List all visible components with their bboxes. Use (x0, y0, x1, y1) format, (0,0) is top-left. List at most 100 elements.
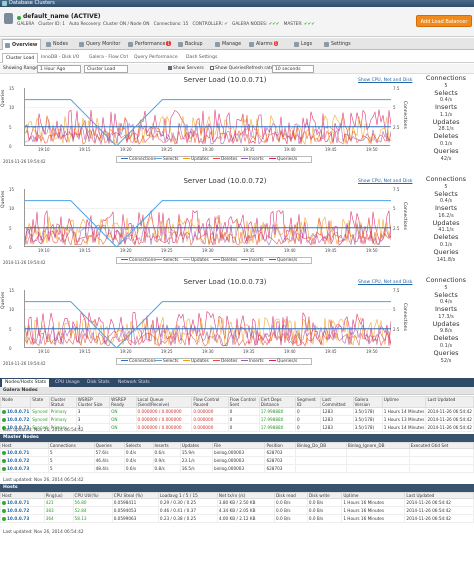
legend-item[interactable]: Inserts (241, 258, 264, 264)
table-cell[interactable]: 10.0.0.71 (0, 498, 45, 507)
x-tick-label: 19:20 (120, 147, 132, 152)
table-cell[interactable]: 10.0.0.73 (0, 464, 49, 473)
tab-label: Settings (331, 42, 351, 47)
x-tick-label: 19:15 (79, 349, 91, 354)
table-row[interactable]: 10.0.0.72 383 52.84 0.0594053 0.46 / 0.41 / … (0, 506, 474, 515)
y-tick-label: 0 (9, 245, 12, 250)
table-row[interactable]: 10.0.0.73 Synced Primary 3 ON 0.000000 / 0.00… (0, 423, 474, 432)
refresh-select[interactable]: 10 seconds (272, 65, 314, 73)
tab-nodes[interactable]: Nodes (44, 39, 71, 50)
checkbox-icon[interactable] (210, 65, 214, 70)
table-cell (295, 456, 347, 465)
tab-logs[interactable]: Logs (292, 39, 315, 50)
tab-manage[interactable]: Manage (213, 39, 244, 50)
legend-item[interactable]: Queries/s (269, 258, 297, 264)
host-link[interactable]: 10.0.0.72 (7, 458, 30, 463)
tab-alarms[interactable]: Alarms 1 (247, 39, 281, 50)
column-header[interactable]: WSREP Ready (109, 396, 137, 408)
column-header[interactable]: Local Queue (Send/Receive) (135, 396, 193, 408)
x-tick-label: 19:25 (161, 147, 173, 152)
legend-item[interactable]: Deletes (213, 157, 237, 163)
table-row[interactable]: 10.0.0.72 Synced Primary 3 ON 0.000000 / 0.00… (0, 415, 474, 424)
tab-overview[interactable]: Overview (2, 39, 42, 50)
column-header[interactable]: Cert Deps Distance (258, 396, 296, 408)
subtab-query-performance[interactable]: Query Performance (134, 55, 178, 60)
table-cell[interactable]: 10.0.0.72 (0, 415, 32, 424)
y-tick-label: 10 (9, 206, 15, 212)
column-header[interactable]: Cluster Status (48, 396, 77, 408)
host-link[interactable]: 10.0.0.71 (7, 500, 30, 505)
subtab-dash-settings[interactable]: Dash Settings (186, 55, 218, 60)
stats-tab-disk-stats[interactable]: Disk Stats (87, 380, 110, 385)
table-cell[interactable]: 10.0.0.72 (0, 456, 49, 465)
column-header[interactable]: Flow Control Sent (227, 396, 260, 408)
column-header[interactable]: WSREP Cluster Size (75, 396, 111, 408)
cluster-load-select[interactable]: Cluster Load (84, 65, 128, 73)
host-status-icon (2, 501, 6, 505)
subtab-innodb-disk-i-o[interactable]: InnoDB - Disk I/O (41, 55, 80, 60)
legend-item[interactable]: Deletes (213, 258, 237, 264)
legend-item[interactable]: Inserts (241, 359, 264, 365)
legend-item[interactable]: Connections (121, 359, 156, 365)
table-row[interactable]: 10.0.0.71 5 57.6/s 0.4/s 0.6/s 15.9/s binlog.0… (0, 448, 474, 457)
legend-item[interactable]: Updates (183, 258, 209, 264)
column-header[interactable]: Uptime (381, 396, 427, 408)
stats-tab-network-stats[interactable]: Network Stats (118, 380, 150, 385)
host-status-icon (2, 418, 6, 422)
table-row[interactable]: 10.0.0.71 421 56.80 0.0598411 0.29 / 0.30 / … (0, 498, 474, 507)
legend-item[interactable]: Queries/s (269, 157, 297, 163)
legend-item[interactable]: Connections (121, 157, 156, 163)
table-cell[interactable]: 10.0.0.73 (0, 514, 45, 523)
column-header[interactable]: Segment ID (294, 396, 322, 408)
table-cell[interactable]: 10.0.0.71 (0, 448, 49, 457)
column-header[interactable]: Node (0, 396, 32, 408)
show-servers-toggle[interactable]: Show Servers (168, 65, 204, 73)
table-row[interactable]: 10.0.0.72 5 46.4/s 0.4/s 0.9/s 23.1/s binlog.0… (0, 456, 474, 465)
column-header[interactable]: Last Committed (320, 396, 354, 408)
range-select[interactable]: 1 Hour Ago (37, 65, 81, 73)
subtab-cluster-load[interactable]: Cluster Load (2, 53, 39, 63)
show-cpu-link[interactable]: Show CPU, Net and Disk (358, 280, 413, 285)
host-link[interactable]: 10.0.0.73 (7, 516, 30, 521)
add-load-balancer-button[interactable]: Add Load Balancer (416, 15, 472, 27)
tab-settings[interactable]: Settings (322, 39, 354, 50)
stats-tab-nodes-hosts-stats[interactable]: Nodes/Hosts Stats (2, 379, 50, 387)
table-row[interactable]: 10.0.0.73 364 58.13 0.0599063 0.23 / 0.38 / … (0, 514, 474, 523)
show-cpu-link[interactable]: Show CPU, Net and Disk (358, 78, 413, 83)
host-link[interactable]: 10.0.0.73 (7, 425, 30, 430)
column-header[interactable]: Flow Control Paused (191, 396, 229, 408)
cluster-name[interactable]: default_name (ACTIVE) (23, 13, 101, 20)
column-header[interactable]: Galera Version (352, 396, 383, 408)
legend-item[interactable]: Updates (183, 157, 209, 163)
table-row[interactable]: 10.0.0.71 Synced Primary 3 ON 0.000000 / 0.00… (0, 407, 474, 416)
legend-item[interactable]: Selects (155, 258, 179, 264)
show-queries-toggle[interactable]: Show Queries (210, 65, 246, 73)
host-link[interactable]: 10.0.0.73 (7, 466, 30, 471)
table-cell[interactable]: 10.0.0.71 (0, 407, 32, 416)
legend-item[interactable]: Updates (183, 359, 209, 365)
stats-tab-cpu-usage[interactable]: CPU Usage (55, 380, 80, 385)
tab-performance[interactable]: Performance 1 (126, 39, 174, 50)
legend-item[interactable]: Connections (121, 258, 156, 264)
subtab-galera-flow-ctrl[interactable]: Galera - Flow Ctrl (89, 55, 129, 60)
legend-item[interactable]: Queries/s (269, 359, 297, 365)
legend-swatch (155, 360, 162, 361)
checkbox-icon[interactable] (168, 65, 172, 70)
legend-item[interactable]: Selects (155, 157, 179, 163)
show-cpu-link[interactable]: Show CPU, Net and Disk (358, 179, 413, 184)
host-link[interactable]: 10.0.0.71 (7, 409, 30, 414)
column-header[interactable]: Last Updated (425, 396, 474, 408)
tab-backup[interactable]: Backup (176, 39, 206, 50)
host-link[interactable]: 10.0.0.72 (7, 508, 30, 513)
tab-query-monitor[interactable]: Query Monitor (77, 39, 123, 50)
host-link[interactable]: 10.0.0.71 (7, 450, 30, 455)
legend-item[interactable]: Inserts (241, 157, 264, 163)
table-row[interactable]: 10.0.0.73 5 48.4/s 0.6/s 0.8/s 16.5/s binlog.0… (0, 464, 474, 473)
refresh-label: Refresh rate: (246, 66, 276, 71)
column-header[interactable]: State (30, 396, 50, 408)
host-link[interactable]: 10.0.0.72 (7, 417, 30, 422)
legend-item[interactable]: Deletes (213, 359, 237, 365)
legend-item[interactable]: Selects (155, 359, 179, 365)
table-cell[interactable]: 10.0.0.72 (0, 506, 45, 515)
x-tick-label: 19:15 (79, 147, 91, 152)
